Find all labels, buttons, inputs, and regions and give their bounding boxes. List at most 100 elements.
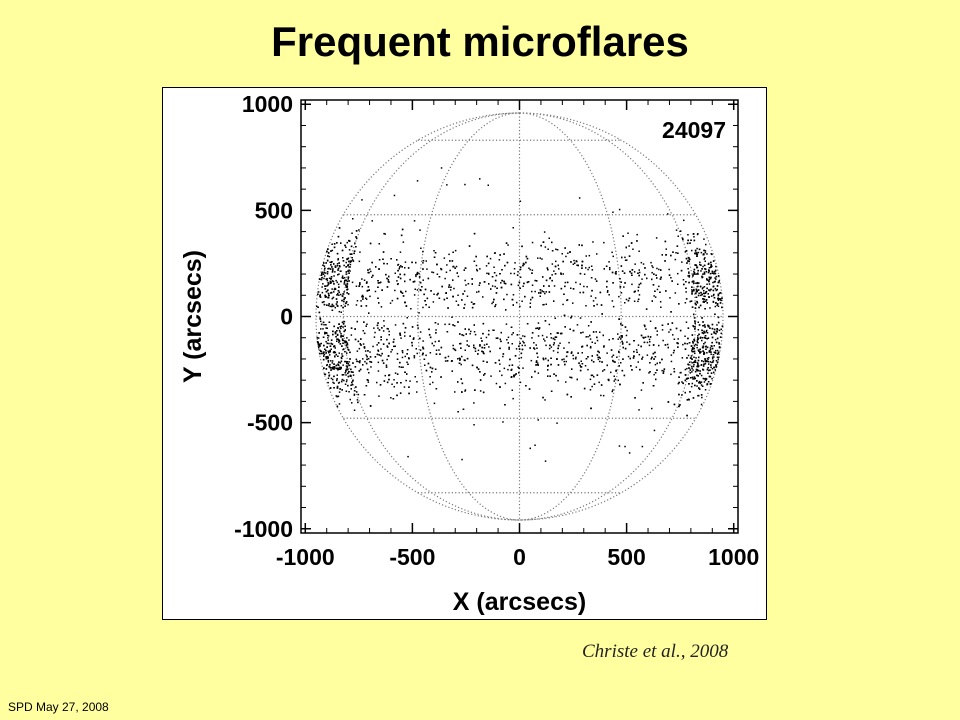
meridian-line (417, 112, 520, 521)
flare-point (463, 269, 465, 271)
flare-point (700, 264, 702, 266)
flare-point (708, 283, 711, 285)
flare-point (325, 295, 327, 298)
flare-point (500, 286, 503, 289)
flare-point (481, 340, 483, 342)
flare-point (345, 380, 348, 383)
flare-point (352, 218, 354, 220)
flare-point (449, 289, 452, 291)
flare-point (482, 332, 484, 335)
flare-point (461, 458, 463, 461)
flare-point (703, 363, 705, 365)
flare-point (715, 360, 718, 362)
flare-point (697, 394, 700, 397)
flare-point (670, 360, 673, 363)
flare-point (550, 363, 552, 366)
flare-point (694, 325, 696, 328)
flare-point (325, 332, 328, 334)
flare-point (321, 291, 324, 294)
flare-point (482, 296, 484, 298)
flare-point (564, 363, 566, 366)
flare-point (696, 290, 698, 292)
flare-point (409, 335, 411, 337)
flare-point (365, 354, 368, 356)
flare-point (702, 332, 705, 335)
flare-point (575, 356, 577, 359)
flare-point (325, 352, 327, 354)
flare-point (576, 378, 578, 381)
flare-point (710, 288, 712, 291)
flare-point (393, 194, 396, 197)
flare-point (388, 374, 390, 377)
flare-point (686, 367, 688, 370)
flare-point (689, 357, 692, 359)
flare-point (526, 257, 529, 260)
flare-point (563, 347, 565, 349)
flare-point (678, 393, 680, 396)
flare-point (331, 303, 334, 306)
flare-point (468, 328, 470, 331)
flare-point (718, 343, 720, 345)
flare-point (704, 268, 706, 270)
flare-point (406, 353, 408, 355)
flare-point (696, 253, 699, 256)
flare-point (336, 405, 339, 408)
flare-point (557, 332, 560, 334)
flare-point (429, 336, 432, 339)
flare-point (355, 237, 358, 240)
solar-limb (315, 112, 724, 521)
flare-point (557, 344, 560, 347)
flare-point (367, 271, 369, 274)
flare-point (711, 357, 714, 360)
flare-point (510, 369, 513, 371)
flare-point (498, 359, 500, 362)
flare-point (419, 349, 422, 351)
flare-point (701, 360, 703, 362)
flare-point (625, 334, 628, 337)
flare-point (531, 332, 534, 334)
flare-point (329, 305, 331, 308)
flare-point (688, 276, 690, 278)
flare-point (603, 346, 605, 348)
flare-point (551, 274, 553, 276)
flare-point (514, 262, 516, 264)
flare-point (539, 295, 541, 297)
flare-point (338, 262, 340, 264)
flare-point (566, 351, 569, 353)
flare-point (516, 301, 518, 304)
flare-point (693, 282, 695, 284)
flare-point (440, 267, 442, 270)
flare-point (401, 356, 404, 359)
flare-point (579, 369, 582, 372)
flare-point (520, 266, 522, 268)
flare-point (391, 299, 394, 302)
flare-point (645, 308, 648, 310)
flare-point (540, 292, 542, 294)
flare-point (494, 305, 496, 308)
flare-point (347, 372, 349, 375)
flare-point (347, 270, 349, 272)
flare-point (341, 339, 344, 341)
flare-point (617, 338, 619, 340)
flare-point (407, 363, 409, 365)
flare-point (428, 306, 430, 308)
flare-point (462, 334, 465, 337)
flare-point (688, 364, 690, 366)
flare-point (344, 305, 346, 307)
flare-point (495, 382, 498, 385)
flare-point (652, 352, 655, 355)
flare-point (553, 270, 555, 272)
flare-point (393, 338, 395, 341)
flare-point (697, 289, 700, 291)
flare-point (403, 386, 406, 388)
flare-point (351, 232, 353, 234)
flare-point (522, 335, 524, 337)
flare-point (422, 340, 424, 342)
flare-point (696, 344, 698, 346)
flare-point (347, 303, 349, 306)
flare-point (698, 388, 701, 390)
flare-point (431, 371, 433, 373)
flare-point (333, 363, 335, 365)
flare-point (703, 258, 705, 260)
flare-point (319, 317, 321, 319)
